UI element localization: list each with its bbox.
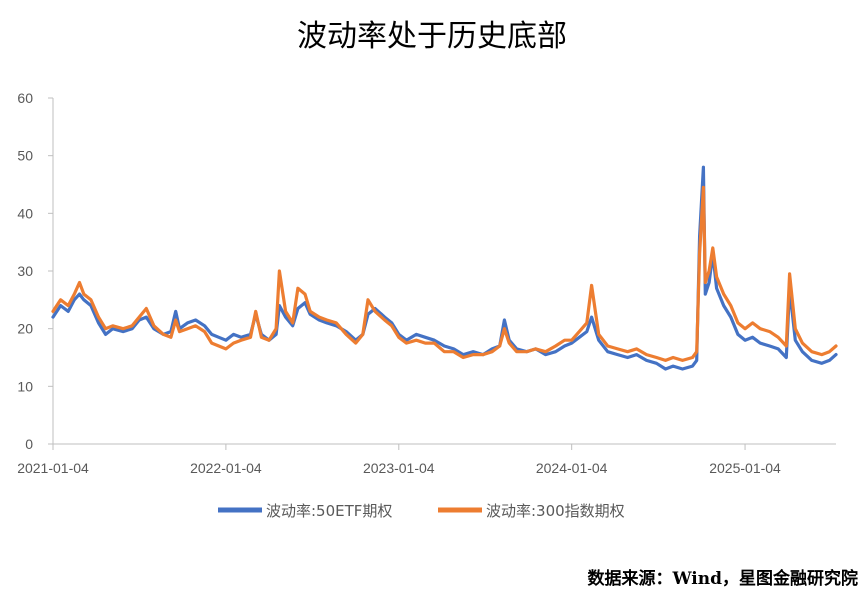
y-axis: 0 10 20 30 40 50 60 xyxy=(17,90,54,452)
x-tick-label: 2021-01-04 xyxy=(17,460,89,476)
chart-title: 波动率处于历史底部 xyxy=(297,19,567,54)
y-tick-label: 20 xyxy=(17,321,33,337)
y-tick-label: 60 xyxy=(17,90,33,106)
legend: 波动率:50ETF期权 波动率:300指数期权 xyxy=(218,502,625,520)
y-tick-label: 0 xyxy=(25,436,33,452)
data-source-note: 数据来源：Wind，星图金融研究院 xyxy=(588,568,859,589)
legend-label-50etf: 波动率:50ETF期权 xyxy=(266,502,392,520)
series-layer xyxy=(51,165,838,371)
y-tick-label: 10 xyxy=(17,378,33,394)
x-tick-label: 2025-01-04 xyxy=(709,460,781,476)
x-tick-label: 2024-01-04 xyxy=(536,460,608,476)
y-tick-label: 50 xyxy=(17,148,33,164)
x-tick-label: 2022-01-04 xyxy=(190,460,262,476)
x-axis: 2021-01-04 2022-01-04 2023-01-04 2024-01-04… xyxy=(17,443,836,476)
y-tick-label: 40 xyxy=(17,205,33,221)
series-line-1 xyxy=(51,185,838,362)
y-tick-label: 30 xyxy=(17,263,33,279)
x-tick-label: 2023-01-04 xyxy=(363,460,435,476)
legend-label-300: 波动率:300指数期权 xyxy=(486,502,625,520)
